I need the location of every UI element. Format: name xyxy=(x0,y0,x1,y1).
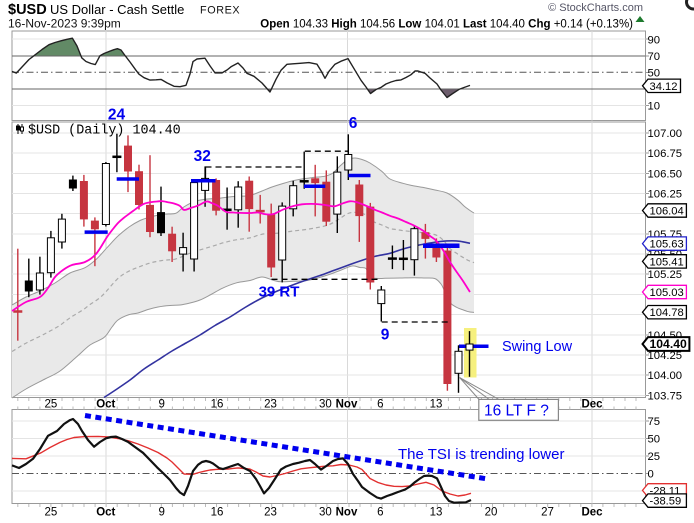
svg-text:105.03: 105.03 xyxy=(650,287,684,299)
svg-text:10: 10 xyxy=(648,100,661,112)
svg-text:Dec: Dec xyxy=(581,507,603,519)
svg-text:105.41: 105.41 xyxy=(650,256,684,268)
svg-text:90: 90 xyxy=(648,34,661,46)
svg-text:105.63: 105.63 xyxy=(650,239,684,251)
svg-text:23: 23 xyxy=(264,507,277,519)
svg-text:50: 50 xyxy=(648,434,661,446)
svg-text:104.78: 104.78 xyxy=(650,307,684,319)
svg-text:24: 24 xyxy=(108,107,126,124)
svg-text:$USD: $USD xyxy=(8,2,47,18)
svg-text:9: 9 xyxy=(158,399,164,411)
svg-text:Nov: Nov xyxy=(336,507,358,519)
svg-text:0: 0 xyxy=(648,469,654,481)
svg-text:50: 50 xyxy=(648,67,661,79)
svg-text:13: 13 xyxy=(430,399,443,411)
svg-text:20: 20 xyxy=(485,507,498,519)
svg-text:70: 70 xyxy=(648,51,661,63)
svg-text:25: 25 xyxy=(45,399,58,411)
svg-text:Dec: Dec xyxy=(581,399,603,411)
svg-text:Oct: Oct xyxy=(96,399,115,411)
svg-text:106.75: 106.75 xyxy=(648,148,683,160)
svg-text:Oct: Oct xyxy=(96,507,115,519)
svg-text:104.00: 104.00 xyxy=(648,370,683,382)
svg-text:6: 6 xyxy=(377,507,383,519)
svg-text:104.40: 104.40 xyxy=(650,337,687,351)
svg-text:25: 25 xyxy=(45,507,58,519)
svg-text:30: 30 xyxy=(319,399,332,411)
svg-text:104.25: 104.25 xyxy=(648,350,683,362)
svg-text:16 LT F ?: 16 LT F ? xyxy=(484,403,549,420)
svg-text:$USD (Daily) 104.40: $USD (Daily) 104.40 xyxy=(28,124,181,139)
svg-text:13: 13 xyxy=(430,507,443,519)
svg-text:6: 6 xyxy=(349,115,358,132)
svg-text:9: 9 xyxy=(158,507,164,519)
svg-text:75: 75 xyxy=(648,416,661,428)
svg-text:25: 25 xyxy=(648,451,661,463)
svg-text:16-Nov-2023 9:39pm: 16-Nov-2023 9:39pm xyxy=(8,17,121,31)
svg-text:9: 9 xyxy=(381,327,390,344)
svg-text:30: 30 xyxy=(319,507,332,519)
svg-text:106.25: 106.25 xyxy=(648,189,683,201)
svg-text:-38.59: -38.59 xyxy=(650,496,682,508)
svg-text:16: 16 xyxy=(211,399,224,411)
svg-text:27: 27 xyxy=(541,507,554,519)
svg-text:23: 23 xyxy=(264,399,277,411)
svg-text:105.25: 105.25 xyxy=(648,269,683,281)
svg-text:32: 32 xyxy=(194,148,211,165)
svg-text:103.75: 103.75 xyxy=(648,390,683,402)
svg-text:© StockCharts.com: © StockCharts.com xyxy=(548,2,643,14)
svg-text:Swing Low: Swing Low xyxy=(502,339,573,355)
svg-text:39 RT: 39 RT xyxy=(259,284,300,301)
svg-text:FOREX: FOREX xyxy=(200,5,240,17)
svg-text:106.50: 106.50 xyxy=(648,168,683,180)
svg-text:Nov: Nov xyxy=(336,399,358,411)
svg-text:34.12: 34.12 xyxy=(650,81,678,93)
svg-text:US Dollar - Cash Settle: US Dollar - Cash Settle xyxy=(50,2,184,17)
svg-text:107.00: 107.00 xyxy=(648,128,683,140)
svg-text:16: 16 xyxy=(211,507,224,519)
svg-text:106.04: 106.04 xyxy=(650,206,684,218)
svg-text:6: 6 xyxy=(377,399,383,411)
svg-text:The TSI is trending lower: The TSI is trending lower xyxy=(398,446,564,463)
svg-text:Open 104.33 High 104.56 Low 10: Open 104.33 High 104.56 Low 104.01 Last … xyxy=(260,19,633,31)
